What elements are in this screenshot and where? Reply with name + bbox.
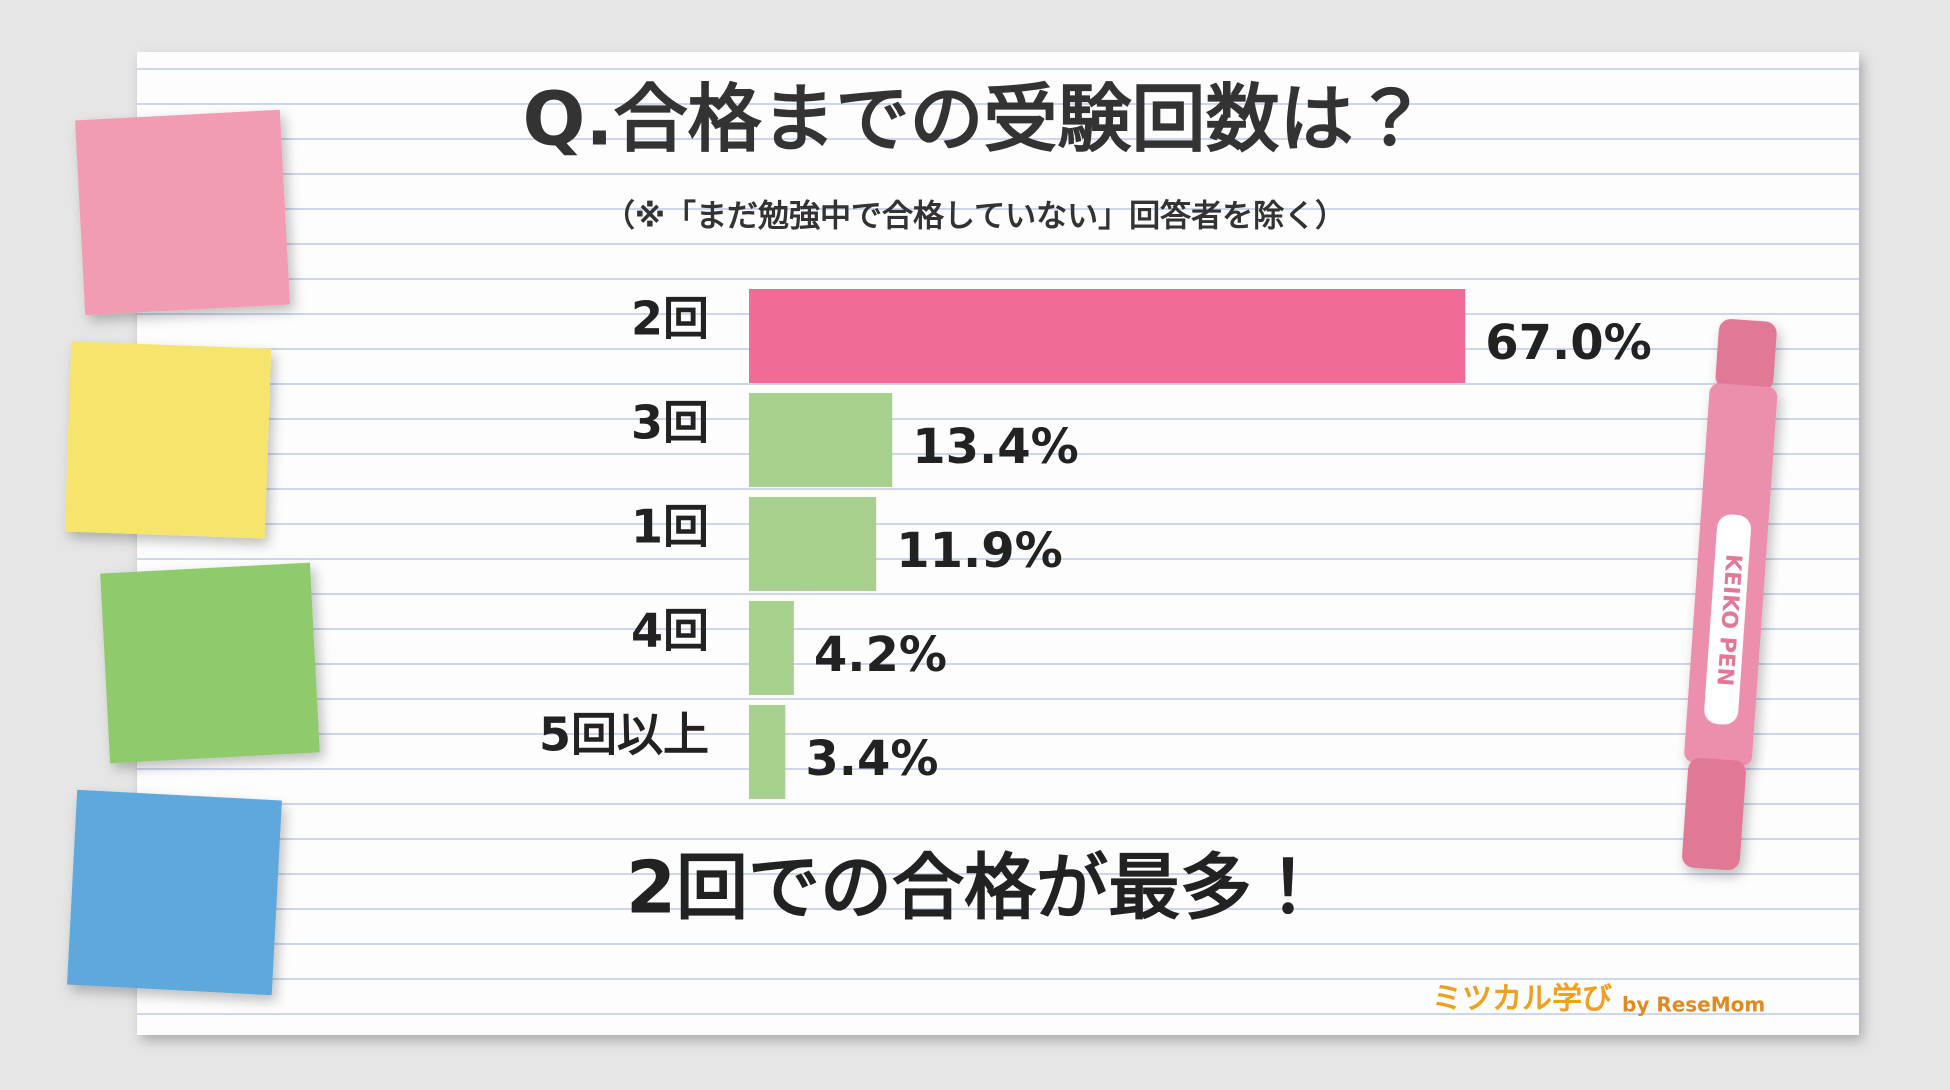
category-label: 1回 — [631, 500, 709, 554]
value-label: 13.4% — [912, 419, 1079, 475]
value-label: 3.4% — [805, 731, 938, 787]
annotation: 2回での合格が最多！ — [626, 846, 1324, 930]
bar — [749, 497, 877, 591]
chart-subtitle: （※「まだ勉強中で合格していない」回答者を除く） — [604, 199, 1346, 235]
category-label: 2回 — [631, 292, 709, 346]
bar — [749, 393, 893, 487]
value-label: 4.2% — [814, 627, 947, 683]
category-label: 5回以上 — [539, 708, 709, 762]
value-label: 67.0% — [1485, 315, 1652, 371]
sticky-notes — [64, 109, 320, 996]
category-label: 3回 — [631, 396, 709, 450]
brand: ミツカル学び — [1432, 982, 1612, 1017]
ruled-lines — [137, 52, 1859, 1035]
category-label: 4回 — [631, 604, 709, 658]
value-label: 11.9% — [896, 523, 1063, 579]
brand-by: by ReseMom — [1622, 993, 1765, 1017]
pen — [1682, 319, 1778, 871]
bar — [749, 705, 786, 799]
bar — [749, 289, 1466, 383]
bar — [749, 601, 794, 695]
chart-title: Q.合格までの受験回数は？ — [522, 77, 1427, 163]
